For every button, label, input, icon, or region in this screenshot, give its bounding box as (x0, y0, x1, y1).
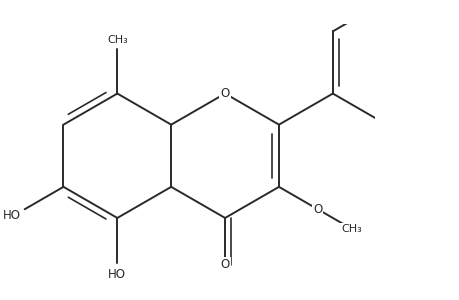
Text: HO: HO (3, 209, 21, 222)
Text: O: O (313, 203, 322, 216)
Text: HO: HO (108, 268, 126, 281)
Text: O: O (220, 258, 229, 271)
Text: O: O (220, 87, 229, 100)
Text: CH₃: CH₃ (341, 224, 362, 234)
Text: CH₃: CH₃ (107, 35, 128, 45)
